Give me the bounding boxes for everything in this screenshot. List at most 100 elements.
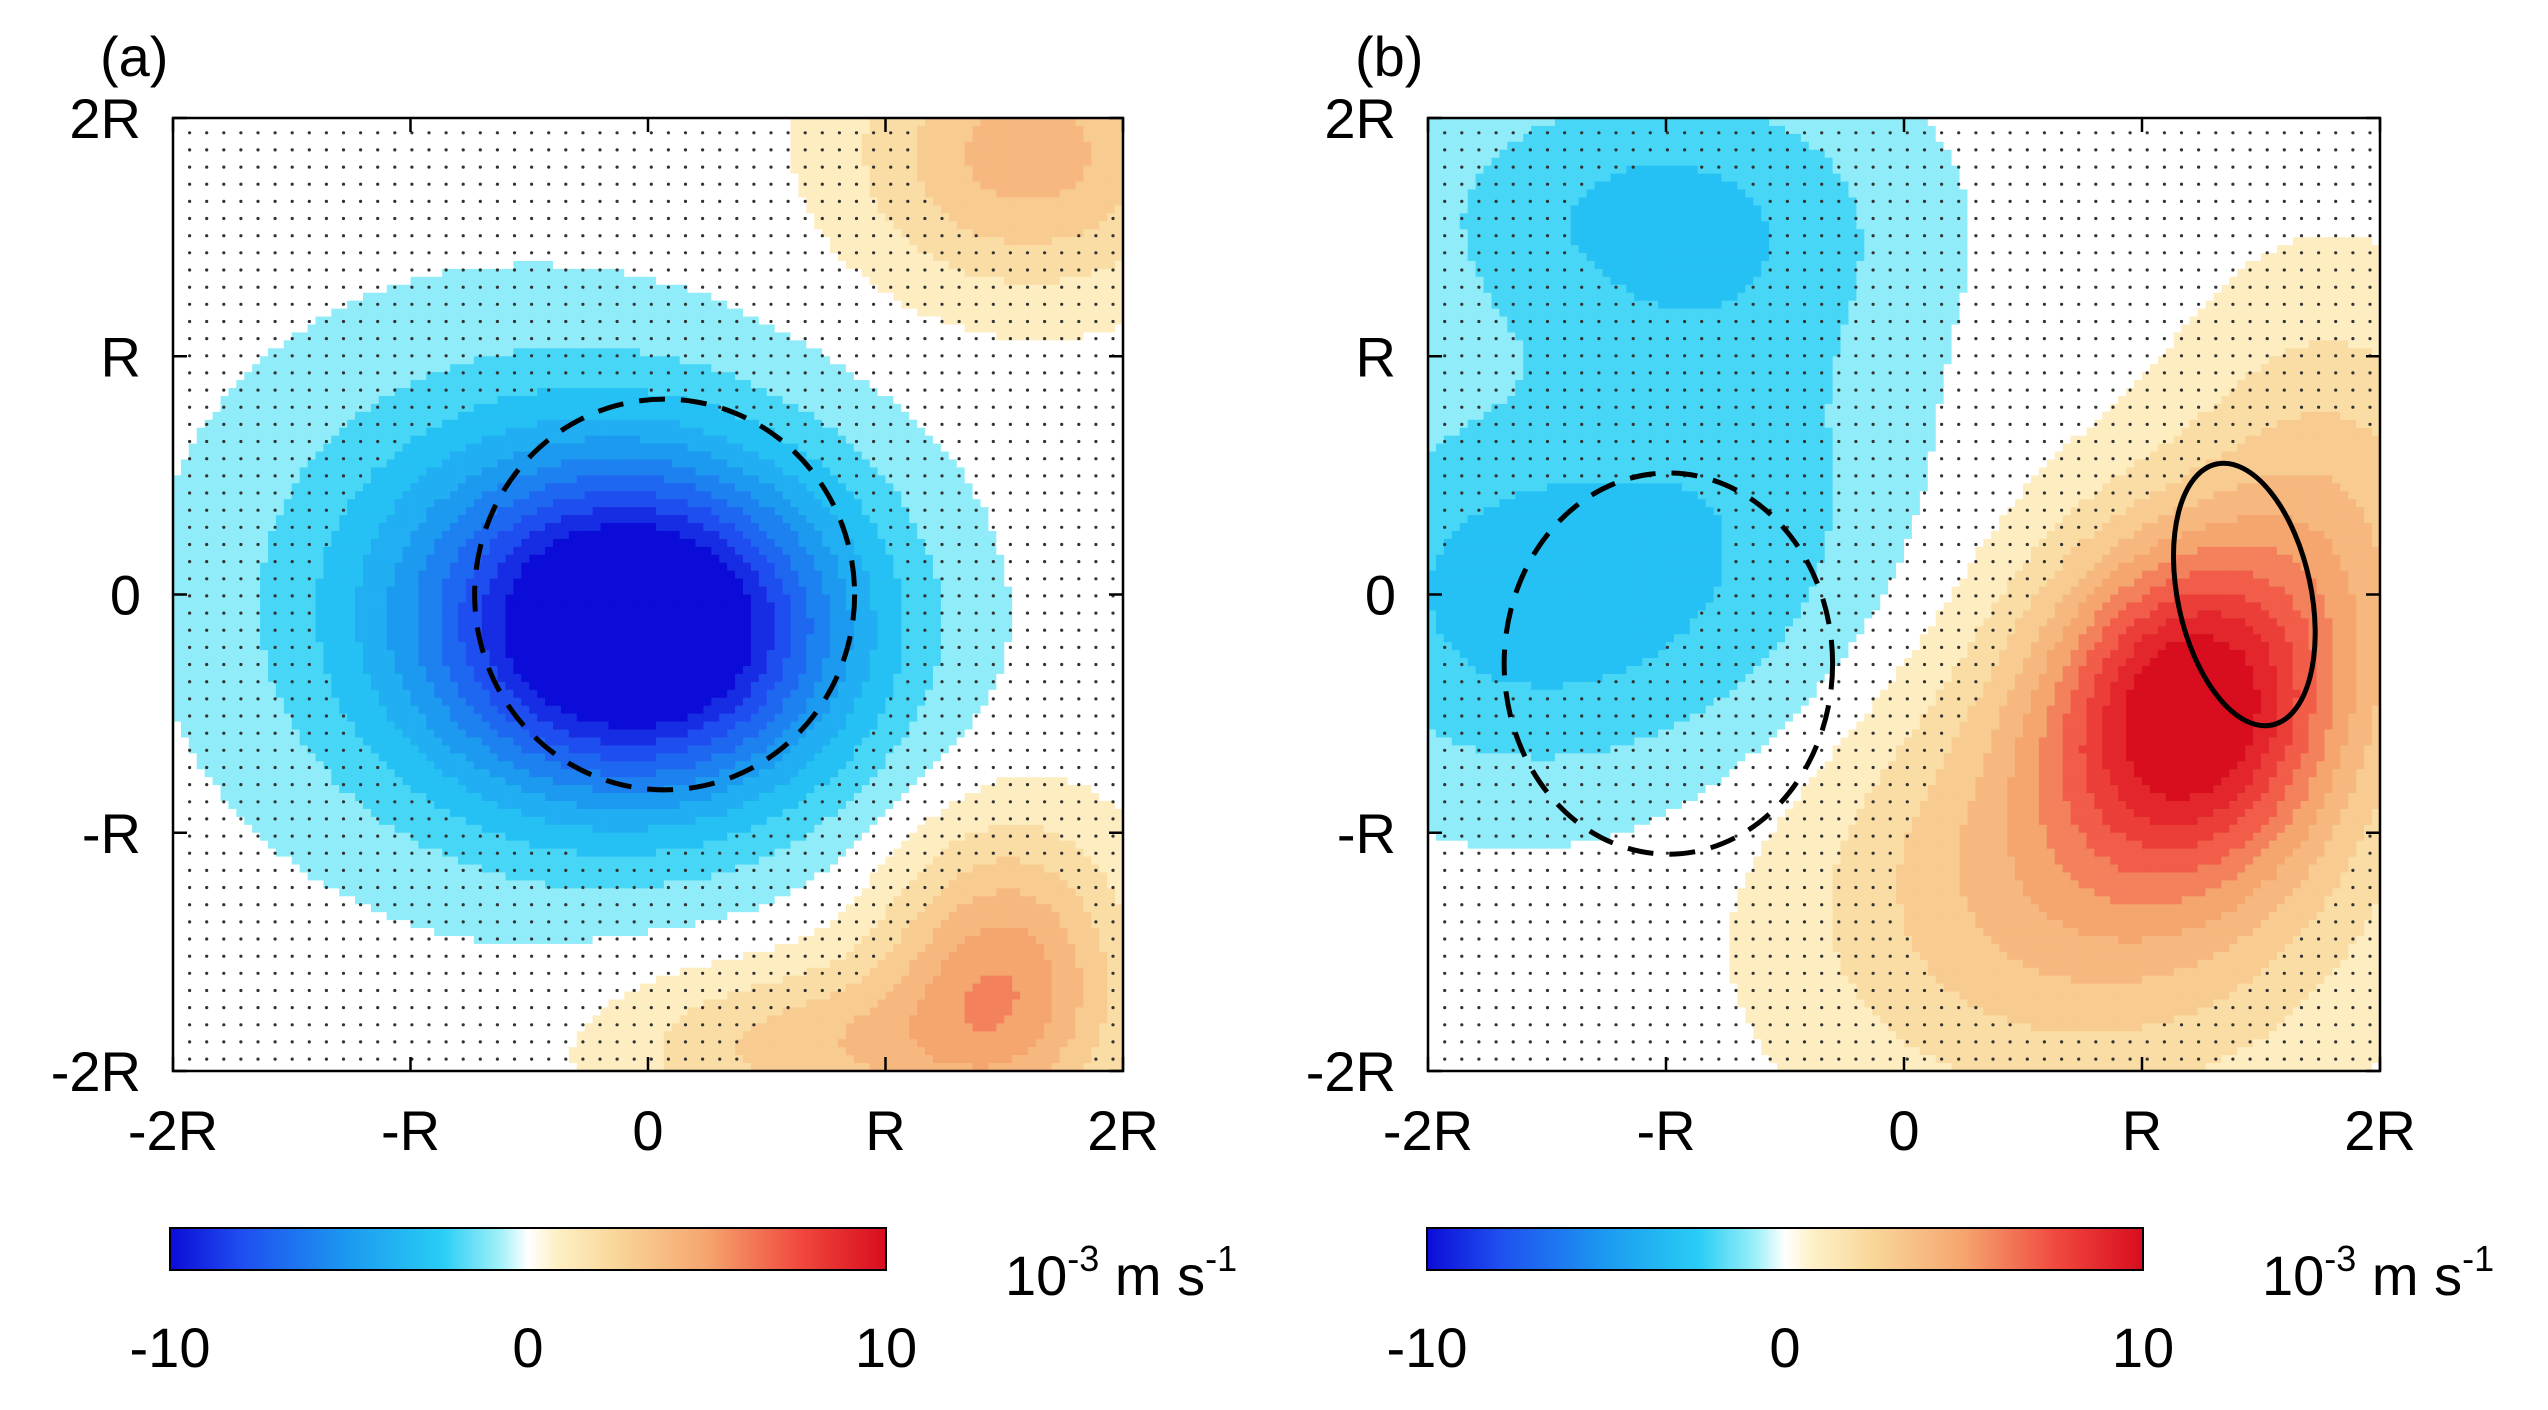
heatmap-cell — [236, 229, 245, 238]
heatmap-cell — [283, 324, 293, 334]
heatmap-cell — [236, 411, 245, 421]
heatmap-cell — [363, 133, 372, 143]
heatmap-cell — [236, 292, 245, 302]
heatmap-cell — [402, 951, 412, 961]
heatmap-cell — [188, 896, 198, 905]
heatmap-cell — [307, 665, 317, 675]
heatmap-cell — [323, 928, 332, 937]
heatmap-cell — [355, 189, 364, 199]
heatmap-cell — [275, 260, 285, 270]
heatmap-cell — [378, 658, 388, 667]
heatmap-cell — [434, 642, 443, 651]
heatmap-cell — [394, 785, 404, 794]
heatmap-cell — [268, 848, 277, 858]
heatmap-cell — [489, 729, 499, 739]
heatmap-cell — [323, 816, 332, 826]
heatmap-cell — [220, 268, 230, 278]
heatmap-cell — [442, 761, 451, 770]
heatmap-cell — [378, 872, 388, 881]
heatmap-cell — [426, 848, 435, 858]
heatmap-cell — [426, 276, 435, 286]
heatmap-cell — [497, 610, 507, 619]
heatmap-cell — [489, 546, 499, 556]
heatmap-cell — [450, 300, 459, 310]
heatmap-cell — [434, 618, 443, 627]
heatmap-cell — [355, 586, 364, 596]
heatmap-cell — [473, 221, 483, 230]
heatmap-cell — [426, 125, 435, 135]
heatmap-cell — [283, 475, 293, 484]
heatmap-cell — [180, 816, 190, 826]
heatmap-cell — [481, 658, 491, 667]
heatmap-cell — [458, 634, 467, 643]
heatmap-cell — [323, 237, 332, 246]
heatmap-cell — [291, 673, 301, 683]
heatmap-cell — [252, 149, 261, 159]
heatmap-cell — [410, 856, 420, 866]
heatmap-cell — [418, 165, 427, 175]
heatmap-cell — [173, 403, 182, 413]
heatmap-cell — [363, 721, 372, 731]
heatmap-cell — [339, 983, 348, 993]
heatmap-cell — [363, 245, 372, 254]
heatmap-cell — [402, 753, 412, 762]
heatmap-cell — [236, 1007, 245, 1017]
heatmap-cell — [204, 999, 214, 1009]
heatmap-cell — [394, 157, 404, 167]
heatmap-cell — [465, 523, 475, 532]
heatmap-cell — [402, 705, 412, 715]
heatmap-cell — [180, 364, 190, 373]
heatmap-cell — [180, 808, 190, 818]
heatmap-cell — [331, 276, 340, 286]
heatmap-cell — [283, 650, 293, 659]
heatmap-cell — [339, 920, 348, 929]
heatmap-cell — [331, 991, 340, 1001]
heatmap-cell — [283, 348, 293, 357]
heatmap-cell — [473, 395, 483, 405]
heatmap-cell — [426, 340, 435, 349]
heatmap-cell — [236, 713, 245, 723]
heatmap-cell — [355, 284, 364, 294]
heatmap-cell — [458, 856, 467, 866]
heatmap-cell — [497, 570, 507, 580]
heatmap-cell — [465, 1015, 475, 1024]
heatmap-cell — [236, 570, 245, 580]
heatmap-cell — [426, 769, 435, 778]
heatmap-cell — [458, 554, 467, 564]
heatmap-cell — [252, 610, 261, 619]
heatmap-cell — [315, 793, 325, 802]
heatmap-cell — [323, 530, 332, 540]
heatmap-cell — [363, 808, 372, 818]
heatmap-cell — [386, 276, 396, 286]
heatmap-cell — [442, 904, 451, 913]
heatmap-cell — [450, 443, 459, 453]
heatmap-cell — [458, 395, 467, 405]
heatmap-cell — [473, 697, 483, 707]
heatmap-cell — [307, 610, 317, 619]
heatmap-cell — [228, 491, 237, 500]
heatmap-cell — [283, 943, 293, 953]
heatmap-cell — [458, 872, 467, 881]
heatmap-cell — [473, 530, 483, 540]
heatmap-cell — [204, 141, 214, 151]
heatmap-cell — [363, 523, 372, 532]
heatmap-cell — [228, 991, 237, 1001]
heatmap-cell — [291, 681, 301, 691]
heatmap-cell — [212, 173, 222, 183]
heatmap-cell — [204, 650, 214, 659]
heatmap-cell — [299, 1063, 309, 1072]
heatmap-cell — [173, 697, 182, 707]
heatmap-cell — [252, 928, 261, 937]
heatmap-cell — [323, 403, 332, 413]
heatmap-cell — [347, 816, 356, 826]
heatmap-cell — [442, 523, 451, 532]
heatmap-cell — [212, 364, 222, 373]
heatmap-cell — [275, 443, 285, 453]
heatmap-cell — [370, 562, 380, 572]
heatmap-cell — [268, 634, 277, 643]
heatmap-cell — [323, 665, 332, 675]
heatmap-cell — [173, 197, 182, 206]
heatmap-cell — [228, 221, 237, 230]
heatmap-cell — [426, 173, 435, 183]
heatmap-cell — [481, 1015, 491, 1024]
